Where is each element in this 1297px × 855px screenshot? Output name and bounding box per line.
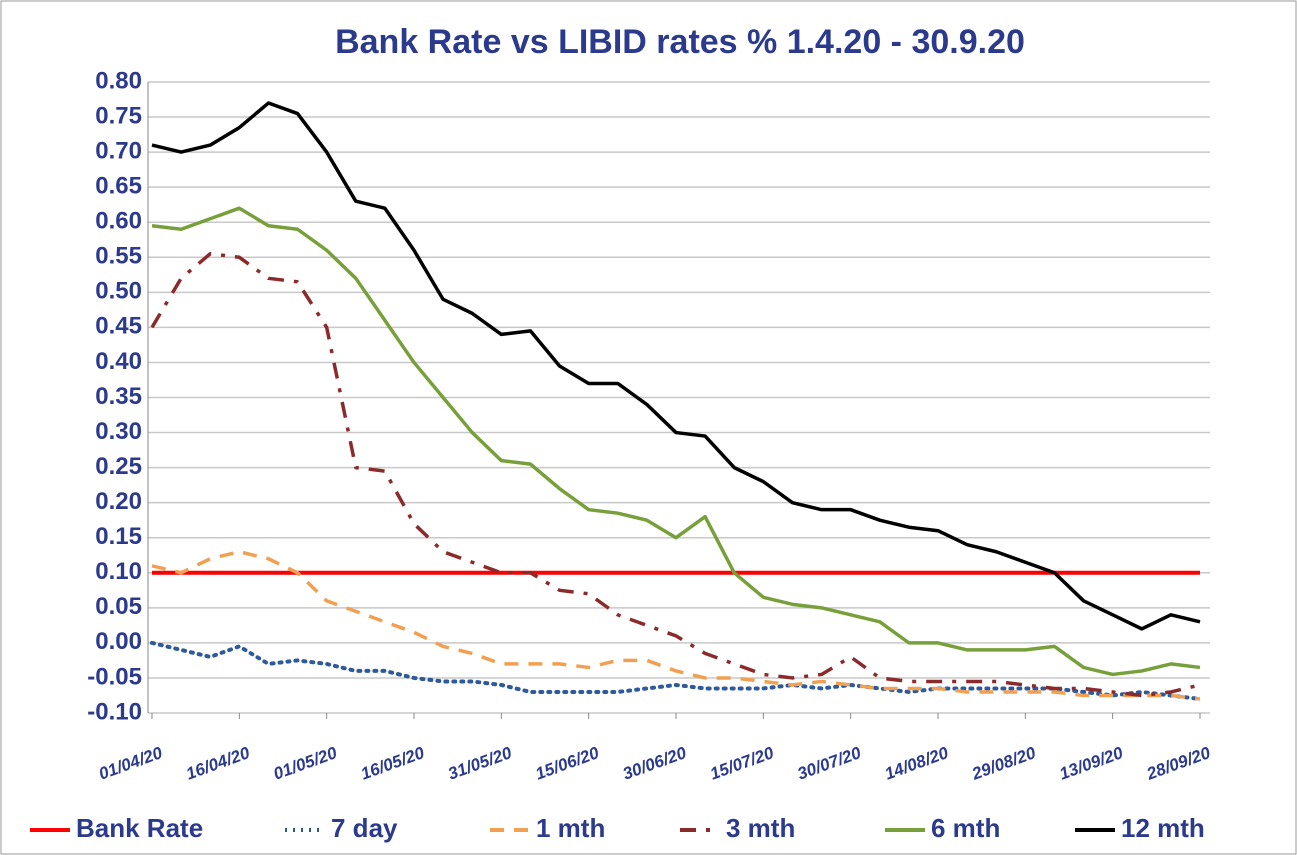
y-tick-label: -0.05 — [87, 663, 142, 690]
y-tick-label: 0.80 — [95, 67, 142, 94]
y-tick-label: 0.55 — [95, 243, 142, 270]
legend-label: 3 mth — [726, 813, 795, 843]
y-tick-label: 0.65 — [95, 173, 142, 200]
series-line — [150, 252, 1201, 698]
y-tick-label: 0.25 — [95, 453, 142, 480]
series-line — [151, 549, 1201, 701]
y-tick-label: -0.10 — [87, 698, 142, 725]
y-tick-label: 0.75 — [95, 102, 142, 129]
chart-title: Bank Rate vs LIBID rates % 1.4.20 - 30.9… — [335, 23, 1025, 61]
y-tick-label: 0.45 — [95, 313, 142, 340]
y-tick-label: 0.10 — [95, 558, 142, 585]
series-line — [150, 640, 1202, 701]
legend-label: 7 day — [331, 813, 398, 843]
y-tick-label: 0.00 — [95, 628, 142, 655]
y-tick-label: 0.05 — [95, 593, 142, 620]
y-tick-label: 0.35 — [95, 383, 142, 410]
y-tick-label: 0.50 — [95, 278, 142, 305]
y-tick-label: 0.70 — [95, 137, 142, 164]
legend-label: Bank Rate — [76, 813, 203, 843]
y-tick-label: 0.40 — [95, 348, 142, 375]
legend-label: 12 mth — [1121, 813, 1205, 843]
series-line — [151, 206, 1201, 677]
y-tick-label: 0.60 — [95, 208, 142, 235]
y-tick-label: 0.15 — [95, 523, 142, 550]
y-tick-label: 0.30 — [95, 418, 142, 445]
y-tick-label: 0.20 — [95, 488, 142, 515]
series-line — [151, 101, 1201, 631]
legend-label: 6 mth — [931, 813, 1000, 843]
legend-label: 1 mth — [536, 813, 605, 843]
